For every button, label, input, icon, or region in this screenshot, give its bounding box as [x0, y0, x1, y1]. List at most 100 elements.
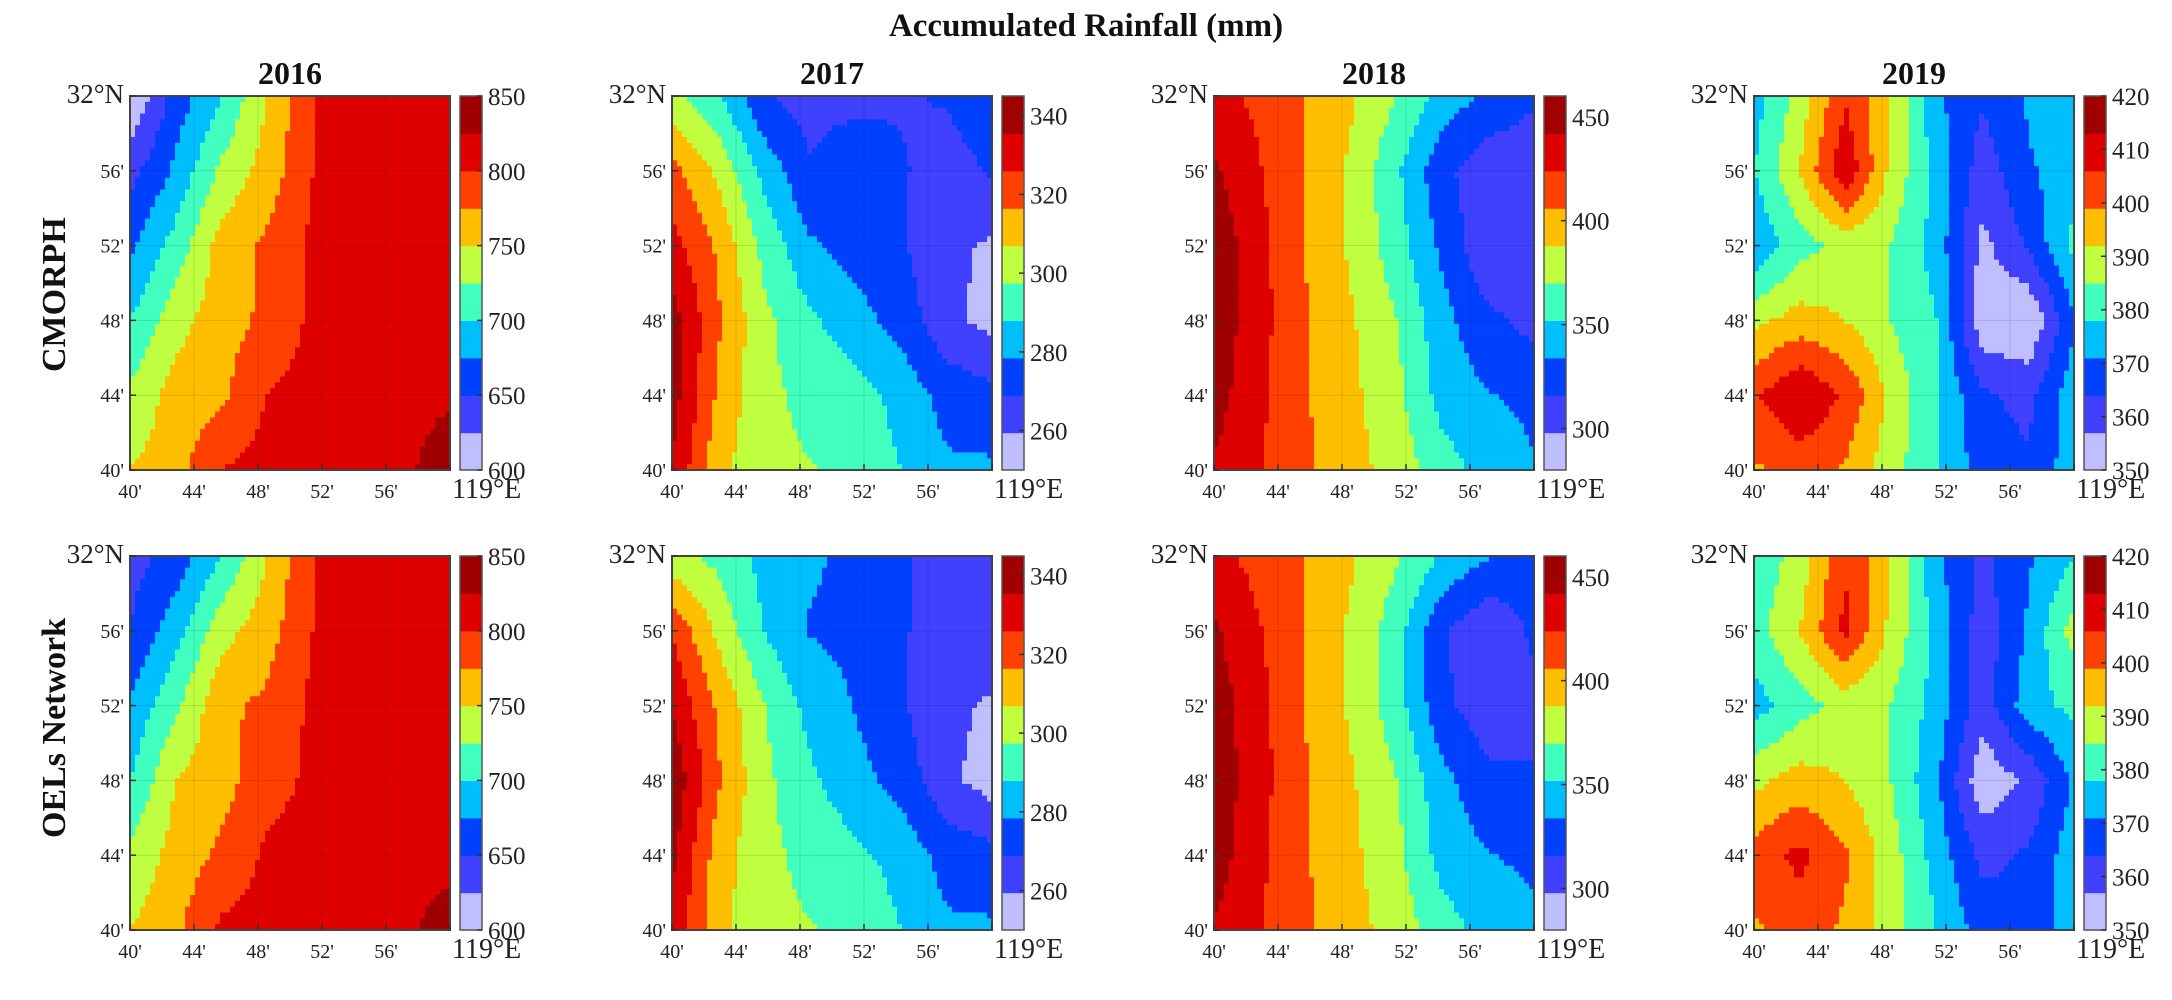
contour-cell [395, 230, 401, 236]
contour-cell [360, 114, 366, 120]
contour-cell [380, 230, 386, 236]
contour-cell [355, 172, 361, 178]
contour-cell [150, 125, 156, 131]
contour-cell [210, 236, 216, 242]
contour-cell [315, 213, 321, 219]
contour-cell [170, 230, 176, 236]
contour-cell [215, 207, 221, 213]
contour-cell [435, 143, 441, 149]
contour-cell [145, 119, 151, 125]
contour-cell [180, 125, 186, 131]
contour-cell [215, 190, 221, 196]
contour-cell [285, 184, 291, 190]
contour-cell [290, 137, 296, 143]
contour-cell [205, 154, 211, 160]
contour-cell [300, 207, 306, 213]
contour-cell [270, 236, 276, 242]
contour-cell [375, 230, 381, 236]
contour-cell [400, 114, 406, 120]
contour-cell [390, 143, 396, 149]
contour-cell [370, 172, 376, 178]
contour-cell [275, 114, 281, 120]
contour-cell [325, 207, 331, 213]
contour-cell [330, 131, 336, 137]
contour-cell [400, 160, 406, 166]
contour-cell [250, 207, 256, 213]
contour-cell [160, 102, 166, 108]
contour-cell [225, 166, 231, 172]
contour-cell [410, 119, 416, 125]
contour-cell [290, 225, 296, 231]
contour-cell [270, 219, 276, 225]
contour-cell [165, 166, 171, 172]
contour-cell [335, 119, 341, 125]
contour-cell [280, 184, 286, 190]
contour-cell [380, 195, 386, 201]
contour-cell [440, 119, 446, 125]
contour-cell [440, 207, 446, 213]
contour-cell [400, 131, 406, 137]
contour-cell [320, 143, 326, 149]
contour-cell [295, 213, 301, 219]
contour-cell [165, 119, 171, 125]
contour-cell [230, 190, 236, 196]
contour-cell [355, 225, 361, 231]
contour-cell [345, 219, 351, 225]
contour-cell [170, 225, 176, 231]
contour-cell [260, 219, 266, 225]
contour-cell [365, 219, 371, 225]
contour-cell [420, 160, 426, 166]
contour-cell [200, 213, 206, 219]
contour-cell [265, 108, 271, 114]
contour-cell [330, 213, 336, 219]
contour-cell [250, 137, 256, 143]
contour-cell [350, 178, 356, 184]
contour-cell [420, 114, 426, 120]
contour-cell [195, 213, 201, 219]
contour-cell [315, 225, 321, 231]
contour-cell [365, 108, 371, 114]
contour-cell [180, 160, 186, 166]
contour-cell [135, 207, 141, 213]
contour-cell [155, 108, 161, 114]
contour-cell [200, 114, 206, 120]
contour-cell [265, 178, 271, 184]
contour-cell [395, 166, 401, 172]
contour-cell [425, 166, 431, 172]
contour-cell [270, 213, 276, 219]
contour-cell [280, 125, 286, 131]
contour-cell [425, 178, 431, 184]
contour-cell [340, 108, 346, 114]
contour-cell [185, 102, 191, 108]
contour-cell [210, 184, 216, 190]
contour-cell [220, 190, 226, 196]
contour-cell [375, 219, 381, 225]
contour-cell [160, 108, 166, 114]
contour-cell [200, 236, 206, 242]
contour-cell [290, 213, 296, 219]
contour-cell [325, 125, 331, 131]
contour-cell [345, 201, 351, 207]
contour-cell [345, 178, 351, 184]
contour-cell [260, 125, 266, 131]
contour-cell [350, 219, 356, 225]
contour-cell [230, 213, 236, 219]
contour-cell [405, 207, 411, 213]
contour-cell [330, 230, 336, 236]
contour-cell [170, 114, 176, 120]
contour-cell [245, 108, 251, 114]
contour-cell [275, 125, 281, 131]
contour-cell [225, 137, 231, 143]
contour-cell [300, 230, 306, 236]
contour-cell [240, 114, 246, 120]
contour-cell [175, 166, 181, 172]
contour-cell [165, 160, 171, 166]
contour-cell [285, 137, 291, 143]
contour-cell [155, 160, 161, 166]
contour-cell [235, 149, 241, 155]
contour-cell [205, 225, 211, 231]
contour-cell [225, 149, 231, 155]
contour-cell [140, 172, 146, 178]
contour-cell [145, 219, 151, 225]
contour-cell [425, 125, 431, 131]
